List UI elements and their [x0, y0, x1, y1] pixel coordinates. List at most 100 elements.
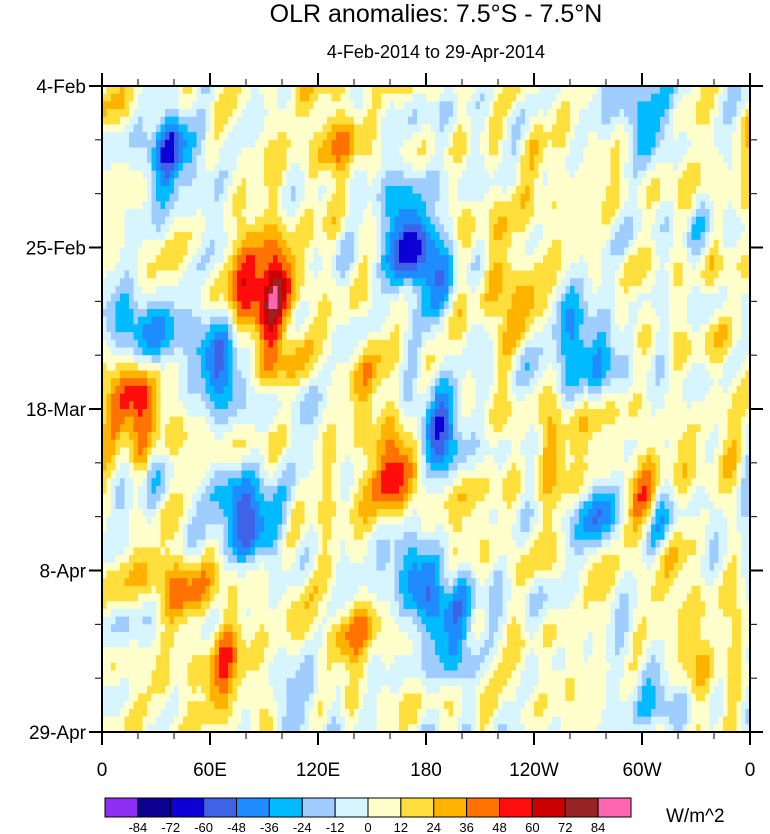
heatmap-cell	[453, 178, 459, 187]
heatmap-cell	[160, 239, 166, 249]
heatmap-cell	[543, 147, 549, 156]
heatmap-cell	[336, 270, 342, 279]
heatmap-cell	[340, 224, 346, 233]
heatmap-cell	[223, 255, 229, 264]
heatmap-cell	[322, 339, 328, 349]
heatmap-cell	[435, 139, 441, 149]
heatmap-cell	[691, 132, 697, 141]
heatmap-cell	[525, 309, 531, 318]
heatmap-cell	[480, 316, 486, 325]
heatmap-cell	[547, 309, 553, 318]
heatmap-cell	[430, 309, 436, 318]
heatmap-cell	[655, 116, 661, 126]
heatmap-cell	[475, 278, 481, 287]
heatmap-cell	[340, 162, 346, 172]
heatmap-cell	[570, 147, 576, 156]
heatmap-cell	[475, 339, 481, 349]
heatmap-cell	[565, 255, 571, 264]
heatmap-cell	[300, 116, 306, 126]
heatmap-cell	[547, 101, 553, 110]
heatmap-cell	[561, 247, 567, 256]
heatmap-cell	[273, 155, 279, 164]
heatmap-cell	[678, 209, 684, 218]
heatmap-cell	[736, 316, 742, 325]
heatmap-cell	[327, 232, 333, 241]
heatmap-cell	[655, 270, 661, 279]
heatmap-cell	[592, 201, 598, 210]
heatmap-cell	[358, 301, 364, 310]
heatmap-cell	[597, 162, 603, 172]
heatmap-cell	[421, 132, 427, 141]
heatmap-cell	[561, 93, 567, 102]
heatmap-cell	[349, 170, 355, 179]
heatmap-cell	[133, 155, 139, 164]
heatmap-cell	[228, 285, 234, 295]
heatmap-cell	[516, 86, 522, 95]
heatmap-cell	[592, 147, 598, 156]
heatmap-cell	[124, 239, 130, 249]
heatmap-cell	[102, 247, 108, 256]
heatmap-cell	[583, 324, 589, 333]
heatmap-cell	[466, 262, 472, 272]
heatmap-cell	[547, 124, 553, 133]
heatmap-cell	[111, 193, 117, 202]
heatmap-cell	[345, 155, 351, 164]
heatmap-cell	[273, 332, 279, 341]
heatmap-cell	[408, 247, 414, 256]
heatmap-cell	[498, 247, 504, 256]
heatmap-cell	[489, 93, 495, 102]
heatmap-cell	[610, 132, 616, 141]
heatmap-cell	[660, 216, 666, 226]
heatmap-cell	[372, 155, 378, 164]
heatmap-cell	[525, 293, 531, 302]
heatmap-cell	[655, 285, 661, 295]
heatmap-cell	[583, 270, 589, 279]
heatmap-cell	[498, 347, 504, 356]
heatmap-cell	[502, 301, 508, 310]
heatmap-cell	[732, 293, 738, 302]
heatmap-cell	[529, 109, 535, 118]
heatmap-cell	[241, 270, 247, 279]
heatmap-cell	[457, 139, 463, 149]
heatmap-cell	[624, 224, 630, 233]
heatmap-cell	[115, 347, 121, 356]
heatmap-cell	[327, 247, 333, 256]
heatmap-cell	[646, 93, 652, 102]
heatmap-cell	[462, 139, 468, 149]
heatmap-cell	[624, 293, 630, 302]
heatmap-cell	[691, 109, 697, 118]
heatmap-cell	[565, 162, 571, 172]
heatmap-cell	[736, 270, 742, 279]
heatmap-cell	[340, 147, 346, 156]
heatmap-cell	[745, 285, 750, 295]
heatmap-cell	[723, 209, 729, 218]
heatmap-cell	[304, 185, 310, 195]
heatmap-cell	[619, 285, 625, 295]
heatmap-cell	[102, 270, 108, 279]
heatmap-cell	[277, 293, 283, 302]
heatmap-cell	[295, 178, 301, 187]
heatmap-cell	[556, 309, 562, 318]
heatmap-cell	[313, 216, 319, 226]
heatmap-cell	[426, 201, 432, 210]
heatmap-cell	[561, 239, 567, 249]
heatmap-cell	[507, 247, 513, 256]
heatmap-cell	[358, 224, 364, 233]
heatmap-cell	[610, 285, 616, 295]
heatmap-cell	[619, 209, 625, 218]
heatmap-cell	[624, 309, 630, 318]
heatmap-cell	[705, 201, 711, 210]
heatmap-cell	[615, 155, 621, 164]
heatmap-cell	[583, 132, 589, 141]
heatmap-cell	[115, 109, 121, 118]
heatmap-cell	[214, 170, 220, 179]
heatmap-cell	[358, 232, 364, 241]
heatmap-cell	[723, 285, 729, 295]
heatmap-cell	[444, 124, 450, 133]
heatmap-cell	[516, 124, 522, 133]
heatmap-cell	[633, 162, 639, 172]
heatmap-cell	[115, 262, 121, 272]
heatmap-cell	[417, 132, 423, 141]
heatmap-cell	[399, 309, 405, 318]
heatmap-cell	[192, 155, 198, 164]
